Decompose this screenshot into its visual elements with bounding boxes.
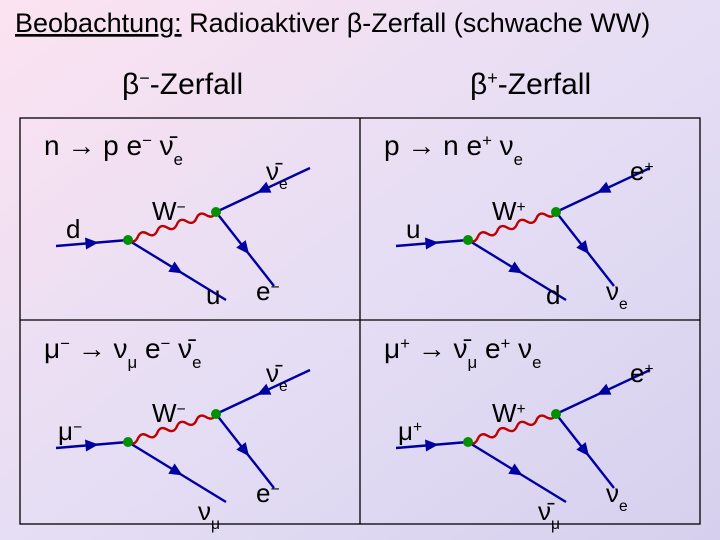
vertex-dot [551,409,561,419]
vertex-dot [211,207,221,217]
vertex-dot [123,235,133,245]
vertex-dot [551,207,561,217]
particle-label: d [546,280,560,310]
vertex-dot [211,409,221,419]
vertex-dot [123,437,133,447]
vertex-dot [463,235,473,245]
particle-label: u [406,214,420,244]
particle-label: u [206,280,220,310]
page-title: Beobachtung: Radioaktiver β-Zerfall (sch… [15,8,650,38]
slide-canvas: Beobachtung: Radioaktiver β-Zerfall (sch… [0,0,720,540]
particle-label: d [66,214,80,244]
vertex-dot [463,437,473,447]
